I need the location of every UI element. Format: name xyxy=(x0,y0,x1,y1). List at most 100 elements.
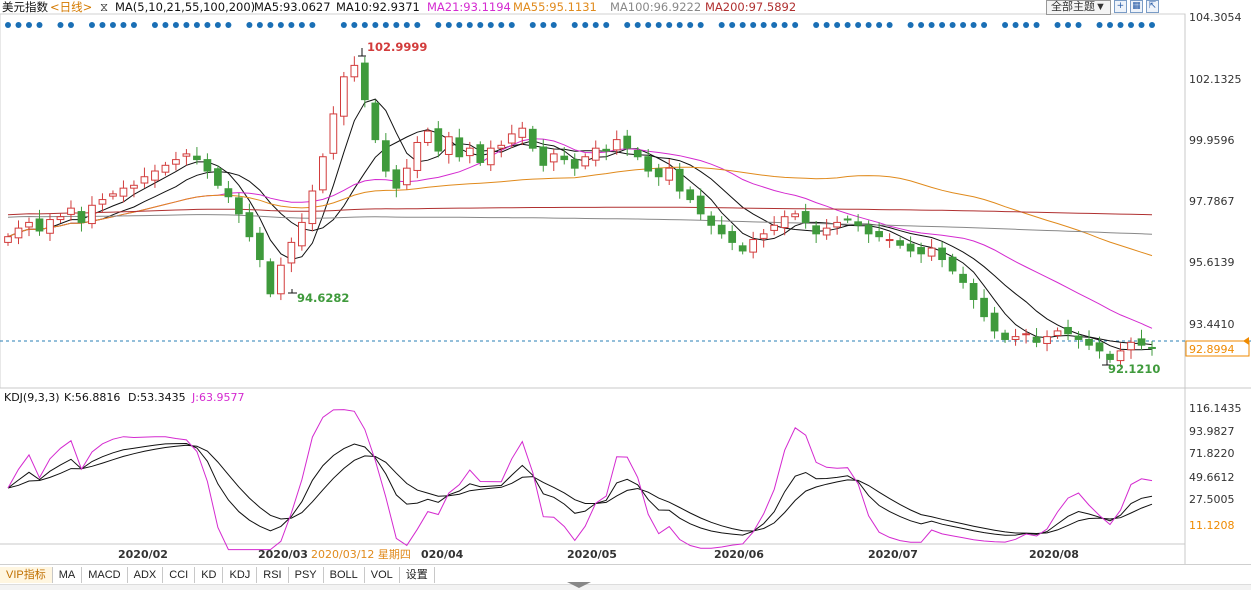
signal-dots xyxy=(5,22,1155,28)
candle xyxy=(843,218,852,221)
candle xyxy=(46,219,54,234)
candle xyxy=(1116,350,1125,362)
tab-boll[interactable]: BOLL xyxy=(324,567,365,583)
tab-psy[interactable]: PSY xyxy=(289,567,324,583)
signal-dot xyxy=(1054,22,1061,28)
candle xyxy=(948,256,957,272)
ma200-line xyxy=(7,206,1153,216)
candle xyxy=(319,156,327,191)
candle xyxy=(518,127,527,138)
current-price-arrow-icon xyxy=(1243,337,1249,345)
candle xyxy=(917,247,925,255)
tab-vip-indicator[interactable]: VIP指标 xyxy=(0,567,53,583)
candle xyxy=(245,212,254,238)
signal-dot xyxy=(907,22,914,28)
ma100-value: MA100:96.9222 xyxy=(610,0,701,14)
signal-dot xyxy=(88,22,95,28)
signal-dot xyxy=(823,22,830,28)
candles xyxy=(4,56,1156,367)
signal-dot xyxy=(1012,22,1019,28)
candle xyxy=(885,239,894,242)
signal-dot xyxy=(676,22,683,28)
x-label-jul: 2020/07 xyxy=(868,548,918,561)
candle xyxy=(25,221,33,228)
candle xyxy=(581,156,590,167)
signal-dot xyxy=(865,22,872,28)
tab-kdj[interactable]: KDJ xyxy=(223,567,258,583)
candle xyxy=(119,187,128,197)
tab-kd[interactable]: KD xyxy=(195,567,224,583)
signal-dot xyxy=(718,22,725,28)
ma21-value: MA21:93.1194 xyxy=(427,0,511,14)
kdj-k-value: K:56.8816 xyxy=(64,391,120,404)
signal-dot xyxy=(57,22,64,28)
candle xyxy=(644,156,653,172)
ma100-line xyxy=(7,214,1153,235)
signal-dot xyxy=(970,22,977,28)
fullscreen-icon[interactable]: ⇱ xyxy=(1145,0,1159,13)
tab-rsi[interactable]: RSI xyxy=(257,567,289,583)
tab-ma[interactable]: MA xyxy=(53,567,83,583)
candle xyxy=(623,135,632,149)
candle xyxy=(570,159,579,169)
candle xyxy=(423,130,432,143)
collapse-arrow-icon[interactable] xyxy=(567,582,591,588)
kdj-tick-0: 116.1435 xyxy=(1189,402,1242,415)
candle xyxy=(770,224,779,231)
candle xyxy=(854,221,862,226)
candle xyxy=(612,139,621,151)
candle xyxy=(497,144,506,149)
signal-dot xyxy=(351,22,358,28)
signal-dot xyxy=(151,22,158,28)
candle xyxy=(602,148,611,152)
signal-dot xyxy=(886,22,893,28)
layout-icon[interactable]: ▦ xyxy=(1129,0,1143,13)
signal-dot xyxy=(1128,22,1135,28)
candle xyxy=(4,236,12,243)
signal-dot xyxy=(634,22,641,28)
candle xyxy=(896,240,904,246)
candle xyxy=(109,193,117,197)
signal-dot xyxy=(498,22,505,28)
signal-dot xyxy=(781,22,788,28)
current-price-tag xyxy=(1185,340,1250,357)
tab-adx[interactable]: ADX xyxy=(128,567,164,583)
period-label[interactable]: <日线> xyxy=(50,0,92,14)
signal-dot xyxy=(792,22,799,28)
tab-vol[interactable]: VOL xyxy=(365,567,400,583)
tab-cci[interactable]: CCI xyxy=(163,567,196,583)
price-tick-4: 95.6139 xyxy=(1189,256,1235,269)
x-label-apr: 020/04 xyxy=(421,548,464,561)
candle xyxy=(507,133,516,144)
signal-dot xyxy=(855,22,862,28)
candle xyxy=(1085,338,1093,346)
signal-dot xyxy=(487,22,494,28)
candle xyxy=(990,312,999,332)
candle xyxy=(350,64,359,78)
tab-macd[interactable]: MACD xyxy=(82,567,128,583)
x-label-aug: 2020/08 xyxy=(1029,548,1079,561)
signal-dot xyxy=(687,22,694,28)
signal-dot xyxy=(760,22,767,28)
theme-dropdown[interactable]: 全部主题▼ xyxy=(1046,0,1111,15)
candle xyxy=(549,153,558,163)
candle xyxy=(140,176,149,184)
price-tick-0: 104.3054 xyxy=(1189,11,1242,24)
kdj-tick-2: 71.8220 xyxy=(1189,447,1235,460)
signal-dot xyxy=(246,22,253,28)
candle xyxy=(224,188,233,198)
candle xyxy=(686,189,695,201)
candle xyxy=(1148,346,1156,349)
candle xyxy=(161,164,170,173)
candle xyxy=(1043,336,1051,344)
kdj-d-value: D:53.3435 xyxy=(128,391,186,404)
signal-dot xyxy=(456,22,463,28)
tab-settings[interactable]: 设置 xyxy=(400,567,435,583)
candle xyxy=(371,102,380,141)
ma5-value: MA5:93.0627 xyxy=(254,0,331,14)
zoom-in-icon[interactable]: + xyxy=(1113,0,1127,13)
price-tick-5: 93.4410 xyxy=(1189,318,1235,331)
signal-dot xyxy=(1096,22,1103,28)
signal-dot xyxy=(508,22,515,28)
